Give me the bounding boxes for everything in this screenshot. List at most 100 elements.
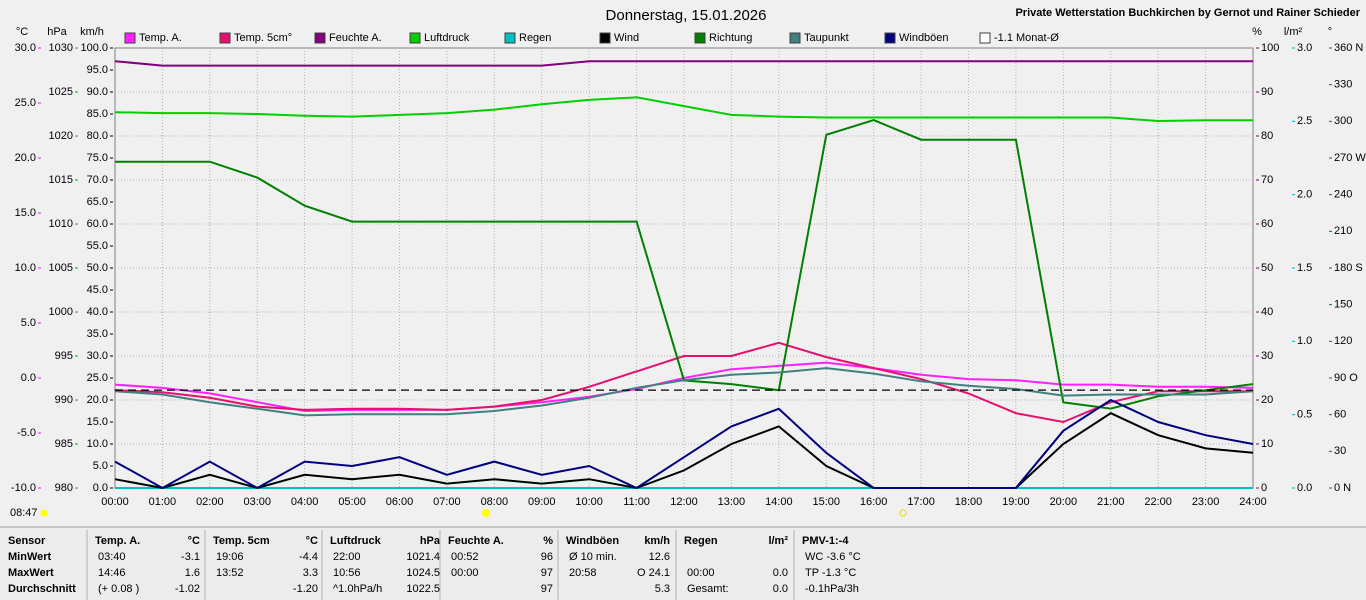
y-tick-label: 1030 xyxy=(49,42,73,54)
x-tick-label: 24:00 xyxy=(1239,496,1267,508)
axis-unit: hPa xyxy=(47,26,67,38)
legend-swatch xyxy=(599,32,611,44)
y-tick-label: 2.0 xyxy=(1297,189,1312,201)
table-cell: TP -1.3 °C xyxy=(805,567,856,579)
table-cell: 5.3 xyxy=(655,583,670,595)
y-tick-label: -5.0 xyxy=(17,427,36,439)
axis-unit: °C xyxy=(16,26,28,38)
y-tick-label: 60.0 xyxy=(87,218,108,230)
y-tick-label: 70.0 xyxy=(87,174,108,186)
legend-label: Wind xyxy=(614,32,639,44)
x-tick-label: 18:00 xyxy=(955,496,983,508)
y-tick-label: 30.0 xyxy=(87,350,108,362)
legend-swatch xyxy=(979,32,991,44)
x-tick-label: 19:00 xyxy=(1002,496,1030,508)
table-cell: -0.1hPa/3h xyxy=(805,583,859,595)
y-tick-label: 300 xyxy=(1334,115,1352,127)
y-tick-label: 85.0 xyxy=(87,108,108,120)
x-tick-label: 10:00 xyxy=(575,496,603,508)
table-header: Temp. A. xyxy=(95,535,140,547)
y-tick-label: 5.0 xyxy=(21,317,36,329)
table-cell: 03:40 xyxy=(98,551,126,563)
y-tick-label: 95.0 xyxy=(87,64,108,76)
legend-swatch xyxy=(409,32,421,44)
y-tick-label: 20 xyxy=(1261,394,1273,406)
y-tick-label: 30.0 xyxy=(15,42,36,54)
y-tick-label: 0.0 xyxy=(21,372,36,384)
table-cell: 96 xyxy=(541,551,553,563)
table-cell: Ø 10 min. xyxy=(569,551,617,563)
table-header: Windböen xyxy=(566,535,619,547)
x-tick-label: 05:00 xyxy=(338,496,366,508)
sunrise-icon xyxy=(482,509,490,517)
y-tick-label: 1015 xyxy=(49,174,73,186)
y-tick-label: -10.0 xyxy=(11,482,36,494)
legend-label: Regen xyxy=(519,32,551,44)
y-tick-label: 10.0 xyxy=(87,438,108,450)
y-tick-label: 80.0 xyxy=(87,130,108,142)
x-tick-label: 08:00 xyxy=(481,496,509,508)
y-tick-label: 985 xyxy=(55,438,73,450)
y-tick-label: 40.0 xyxy=(87,306,108,318)
y-tick-label: 45.0 xyxy=(87,284,108,296)
y-tick-label: 1.0 xyxy=(1297,335,1312,347)
x-tick-label: 04:00 xyxy=(291,496,319,508)
table-cell: -4.4 xyxy=(299,551,318,563)
chart-title: Donnerstag, 15.01.2026 xyxy=(606,7,767,24)
y-tick-label: 360 N xyxy=(1334,42,1363,54)
y-tick-label: 35.0 xyxy=(87,328,108,340)
y-tick-label: 60 xyxy=(1334,409,1346,421)
table-unit: °C xyxy=(306,535,318,547)
y-tick-label: 100 xyxy=(1261,42,1279,54)
y-tick-label: 120 xyxy=(1334,335,1352,347)
y-tick-label: 50.0 xyxy=(87,262,108,274)
time-label: 08:47 xyxy=(10,507,38,519)
table-unit: l/m² xyxy=(768,535,788,547)
table-cell: 20:58 xyxy=(569,567,597,579)
table-cell: 0.0 xyxy=(773,583,788,595)
y-tick-label: 55.0 xyxy=(87,240,108,252)
y-tick-label: 10.0 xyxy=(15,262,36,274)
y-tick-label: 30 xyxy=(1261,350,1273,362)
axis-unit: l/m² xyxy=(1284,26,1303,38)
y-tick-label: 40 xyxy=(1261,306,1273,318)
y-tick-label: 990 xyxy=(55,394,73,406)
y-tick-label: 270 W xyxy=(1334,152,1366,164)
table-cell: 1.6 xyxy=(185,567,200,579)
table-cell: -3.1 xyxy=(181,551,200,563)
table-header: PMV-1:-4 xyxy=(802,535,849,547)
x-tick-label: 03:00 xyxy=(243,496,271,508)
row-label: Durchschnitt xyxy=(8,583,76,595)
y-tick-label: 65.0 xyxy=(87,196,108,208)
legend-swatch xyxy=(884,32,896,44)
y-tick-label: 90 O xyxy=(1334,372,1358,384)
table-unit: °C xyxy=(188,535,200,547)
y-tick-label: 980 xyxy=(55,482,73,494)
x-tick-label: 23:00 xyxy=(1192,496,1220,508)
y-tick-label: 240 xyxy=(1334,189,1352,201)
row-label: MinWert xyxy=(8,551,52,563)
table-cell: 12.6 xyxy=(649,551,670,563)
table-header: Regen xyxy=(684,535,718,547)
y-tick-label: 1000 xyxy=(49,306,73,318)
x-tick-label: 22:00 xyxy=(1144,496,1172,508)
table-header: Sensor xyxy=(8,535,46,547)
x-tick-label: 16:00 xyxy=(860,496,888,508)
table-header: Feuchte A. xyxy=(448,535,504,547)
y-tick-label: 995 xyxy=(55,350,73,362)
row-label: MaxWert xyxy=(8,567,54,579)
y-tick-label: 1.5 xyxy=(1297,262,1312,274)
legend-label: Taupunkt xyxy=(804,32,849,44)
table-cell: 1024.5 xyxy=(406,567,440,579)
table-unit: km/h xyxy=(644,535,670,547)
legend-swatch xyxy=(314,32,326,44)
table-cell: 22:00 xyxy=(333,551,361,563)
x-tick-label: 14:00 xyxy=(765,496,793,508)
y-tick-label: 90.0 xyxy=(87,86,108,98)
table-cell: 00:00 xyxy=(687,567,715,579)
y-tick-label: 330 xyxy=(1334,79,1352,91)
table-cell: 1022.5 xyxy=(406,583,440,595)
series-line xyxy=(114,341,1253,424)
x-tick-label: 11:00 xyxy=(623,496,650,508)
